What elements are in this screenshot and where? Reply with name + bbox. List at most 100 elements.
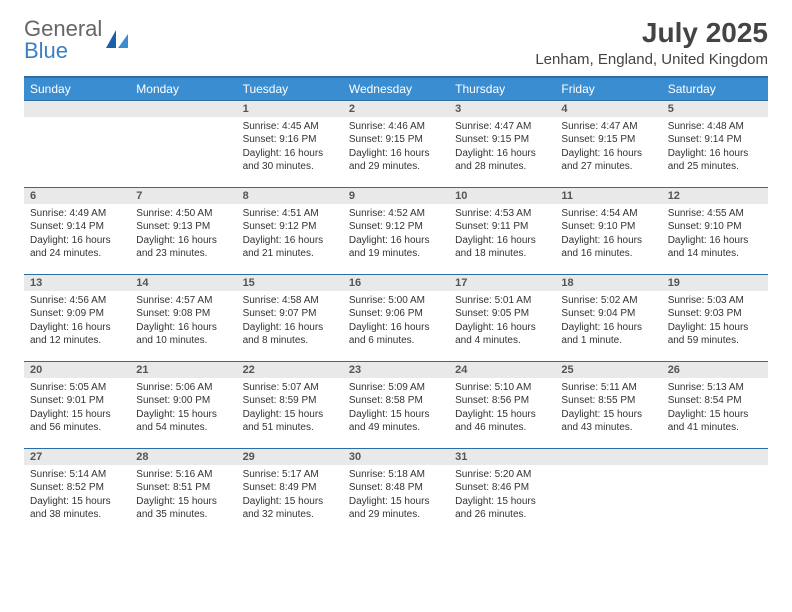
- sunrise-text: Sunrise: 5:06 AM: [136, 381, 230, 395]
- sunrise-text: Sunrise: 4:50 AM: [136, 207, 230, 221]
- calendar-cell: 4Sunrise: 4:47 AMSunset: 9:15 PMDaylight…: [555, 100, 661, 187]
- sunrise-text: Sunrise: 5:00 AM: [349, 294, 443, 308]
- daylight-text-2: and 18 minutes.: [455, 247, 549, 261]
- sunrise-text: Sunrise: 4:57 AM: [136, 294, 230, 308]
- calendar-week: 20Sunrise: 5:05 AMSunset: 9:01 PMDayligh…: [24, 361, 768, 448]
- sunset-text: Sunset: 9:06 PM: [349, 307, 443, 321]
- daylight-text-1: Daylight: 16 hours: [30, 234, 124, 248]
- daylight-text-1: Daylight: 15 hours: [668, 321, 762, 335]
- sunset-text: Sunset: 9:12 PM: [349, 220, 443, 234]
- daylight-text-1: Daylight: 16 hours: [561, 234, 655, 248]
- day-number-empty: [662, 449, 768, 465]
- title-block: July 2025 Lenham, England, United Kingdo…: [535, 18, 768, 68]
- sunset-text: Sunset: 9:10 PM: [561, 220, 655, 234]
- daylight-text-1: Daylight: 15 hours: [30, 408, 124, 422]
- calendar-week: 27Sunrise: 5:14 AMSunset: 8:52 PMDayligh…: [24, 448, 768, 535]
- daylight-text-2: and 56 minutes.: [30, 421, 124, 435]
- daylight-text-1: Daylight: 16 hours: [455, 234, 549, 248]
- daylight-text-1: Daylight: 16 hours: [455, 321, 549, 335]
- day-number: 17: [449, 275, 555, 291]
- sunrise-text: Sunrise: 4:49 AM: [30, 207, 124, 221]
- day-number: 10: [449, 188, 555, 204]
- cell-body-empty: [662, 465, 768, 474]
- daylight-text-1: Daylight: 15 hours: [561, 408, 655, 422]
- day-number: 27: [24, 449, 130, 465]
- calendar-cell: [130, 100, 236, 187]
- cell-body: Sunrise: 4:57 AMSunset: 9:08 PMDaylight:…: [130, 291, 236, 354]
- daylight-text-2: and 24 minutes.: [30, 247, 124, 261]
- day-header: Tuesday: [237, 77, 343, 101]
- sunset-text: Sunset: 9:05 PM: [455, 307, 549, 321]
- sunrise-text: Sunrise: 5:03 AM: [668, 294, 762, 308]
- sunset-text: Sunset: 8:58 PM: [349, 394, 443, 408]
- calendar-cell: 15Sunrise: 4:58 AMSunset: 9:07 PMDayligh…: [237, 274, 343, 361]
- cell-body-empty: [130, 117, 236, 126]
- sunrise-text: Sunrise: 4:45 AM: [243, 120, 337, 134]
- calendar-week: 6Sunrise: 4:49 AMSunset: 9:14 PMDaylight…: [24, 187, 768, 274]
- daylight-text-1: Daylight: 16 hours: [561, 147, 655, 161]
- location-text: Lenham, England, United Kingdom: [535, 51, 768, 68]
- daylight-text-1: Daylight: 16 hours: [243, 321, 337, 335]
- day-number: 7: [130, 188, 236, 204]
- sunrise-text: Sunrise: 4:46 AM: [349, 120, 443, 134]
- calendar-cell: 13Sunrise: 4:56 AMSunset: 9:09 PMDayligh…: [24, 274, 130, 361]
- calendar-cell: 28Sunrise: 5:16 AMSunset: 8:51 PMDayligh…: [130, 448, 236, 535]
- daylight-text-2: and 35 minutes.: [136, 508, 230, 522]
- daylight-text-1: Daylight: 16 hours: [668, 234, 762, 248]
- daylight-text-1: Daylight: 16 hours: [136, 321, 230, 335]
- sunset-text: Sunset: 9:15 PM: [561, 133, 655, 147]
- sunset-text: Sunset: 9:15 PM: [455, 133, 549, 147]
- sunrise-text: Sunrise: 5:13 AM: [668, 381, 762, 395]
- calendar-cell: 2Sunrise: 4:46 AMSunset: 9:15 PMDaylight…: [343, 100, 449, 187]
- calendar-cell: 12Sunrise: 4:55 AMSunset: 9:10 PMDayligh…: [662, 187, 768, 274]
- calendar-cell: 22Sunrise: 5:07 AMSunset: 8:59 PMDayligh…: [237, 361, 343, 448]
- cell-body: Sunrise: 4:47 AMSunset: 9:15 PMDaylight:…: [449, 117, 555, 180]
- sunrise-text: Sunrise: 4:47 AM: [455, 120, 549, 134]
- daylight-text-2: and 32 minutes.: [243, 508, 337, 522]
- daylight-text-2: and 49 minutes.: [349, 421, 443, 435]
- calendar-cell: 19Sunrise: 5:03 AMSunset: 9:03 PMDayligh…: [662, 274, 768, 361]
- day-number: 26: [662, 362, 768, 378]
- calendar-page: General Blue July 2025 Lenham, England, …: [0, 0, 792, 553]
- cell-body-empty: [24, 117, 130, 126]
- calendar-week: 13Sunrise: 4:56 AMSunset: 9:09 PMDayligh…: [24, 274, 768, 361]
- brand-logo: General Blue: [24, 18, 130, 62]
- daylight-text-2: and 6 minutes.: [349, 334, 443, 348]
- day-header: Sunday: [24, 77, 130, 101]
- brand-part2: Blue: [24, 38, 68, 63]
- cell-body: Sunrise: 4:48 AMSunset: 9:14 PMDaylight:…: [662, 117, 768, 180]
- daylight-text-1: Daylight: 15 hours: [136, 495, 230, 509]
- daylight-text-1: Daylight: 15 hours: [349, 408, 443, 422]
- cell-body: Sunrise: 4:47 AMSunset: 9:15 PMDaylight:…: [555, 117, 661, 180]
- sunset-text: Sunset: 9:08 PM: [136, 307, 230, 321]
- calendar-cell: [555, 448, 661, 535]
- day-number: 5: [662, 101, 768, 117]
- cell-body: Sunrise: 5:16 AMSunset: 8:51 PMDaylight:…: [130, 465, 236, 528]
- day-number-empty: [130, 101, 236, 117]
- sunrise-text: Sunrise: 4:52 AM: [349, 207, 443, 221]
- sunrise-text: Sunrise: 5:18 AM: [349, 468, 443, 482]
- sunset-text: Sunset: 9:15 PM: [349, 133, 443, 147]
- cell-body: Sunrise: 5:10 AMSunset: 8:56 PMDaylight:…: [449, 378, 555, 441]
- sunrise-text: Sunrise: 5:07 AM: [243, 381, 337, 395]
- cell-body: Sunrise: 4:52 AMSunset: 9:12 PMDaylight:…: [343, 204, 449, 267]
- cell-body-empty: [555, 465, 661, 474]
- sunset-text: Sunset: 8:46 PM: [455, 481, 549, 495]
- daylight-text-1: Daylight: 16 hours: [349, 321, 443, 335]
- calendar-cell: 14Sunrise: 4:57 AMSunset: 9:08 PMDayligh…: [130, 274, 236, 361]
- daylight-text-2: and 21 minutes.: [243, 247, 337, 261]
- cell-body: Sunrise: 4:56 AMSunset: 9:09 PMDaylight:…: [24, 291, 130, 354]
- sail-icon: [106, 30, 130, 50]
- day-number: 14: [130, 275, 236, 291]
- sunset-text: Sunset: 8:55 PM: [561, 394, 655, 408]
- daylight-text-2: and 25 minutes.: [668, 160, 762, 174]
- calendar-body: 1Sunrise: 4:45 AMSunset: 9:16 PMDaylight…: [24, 100, 768, 535]
- sunset-text: Sunset: 8:51 PM: [136, 481, 230, 495]
- sunrise-text: Sunrise: 5:09 AM: [349, 381, 443, 395]
- cell-body: Sunrise: 4:53 AMSunset: 9:11 PMDaylight:…: [449, 204, 555, 267]
- daylight-text-2: and 29 minutes.: [349, 508, 443, 522]
- header: General Blue July 2025 Lenham, England, …: [24, 18, 768, 68]
- sunrise-text: Sunrise: 5:11 AM: [561, 381, 655, 395]
- day-number: 3: [449, 101, 555, 117]
- day-header: Friday: [555, 77, 661, 101]
